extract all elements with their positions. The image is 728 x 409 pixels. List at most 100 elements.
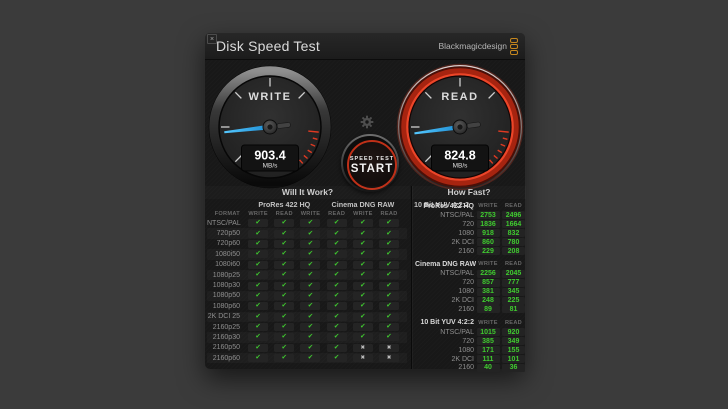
check-icon: ✔ (300, 239, 321, 248)
check-icon: ✔ (379, 271, 400, 280)
read-speed-value: 155 (502, 346, 525, 355)
read-gauge: READ 824.8 MB/s (396, 63, 524, 191)
check-icon: ✔ (352, 250, 373, 259)
check-icon: ✔ (300, 219, 321, 228)
format-row: 1080i50 ✔ ✔ ✔ ✔ ✔ ✔ (207, 249, 407, 259)
format-label: 1080p25 (212, 271, 240, 279)
mark-cell: ✔ (376, 239, 402, 248)
check-icon: ✔ (300, 302, 321, 311)
check-icon: ✔ (300, 333, 321, 342)
resolution-label: NTSC/PAL (440, 270, 474, 278)
check-icon: ✔ (379, 219, 400, 228)
resolution-label: 2K DCI (451, 297, 474, 305)
mark-cell: ✔ (297, 281, 323, 290)
format-label: 1080p60 (212, 302, 240, 310)
gauge-ticks (221, 78, 306, 163)
mark-cell: ✔ (324, 219, 350, 228)
mark-cell: ✔ (350, 219, 376, 228)
check-icon: ✔ (352, 260, 373, 269)
check-icon: ✔ (352, 302, 373, 311)
write-read-header: WRITE (300, 210, 321, 217)
mark-cell: ✔ (271, 302, 297, 311)
write-read-header: WRITE (478, 203, 498, 209)
mark-cell: ✔ (297, 271, 323, 280)
check-icon: ✔ (274, 354, 295, 363)
check-icon: ✔ (300, 323, 321, 332)
close-button[interactable]: × (207, 34, 217, 44)
gauge-redline-ticks (489, 130, 509, 164)
write-speed-value: 2753 (476, 211, 500, 220)
start-button[interactable]: SPEED TEST START (347, 140, 397, 190)
mark-cell: ✔ (271, 333, 297, 342)
check-icon: ✔ (326, 260, 347, 269)
mark-cell: ✔ (271, 250, 297, 259)
gauge-redline-ticks (299, 130, 319, 164)
check-icon: ✔ (248, 250, 269, 259)
format-label: 2160p25 (212, 323, 240, 331)
format-row: 1080p30 ✔ ✔ ✔ ✔ ✔ ✔ (207, 280, 407, 290)
speed-row: 1080 381 345 (415, 287, 525, 296)
mark-cell: ✔ (376, 291, 402, 300)
resolution-label: NTSC/PAL (440, 328, 474, 336)
mark-cell: ✔ (350, 333, 376, 342)
format-row: 1080p60 ✔ ✔ ✔ ✔ ✔ ✔ (207, 301, 407, 311)
write-unit: MB/s (263, 163, 279, 170)
mark-cell: ✔ (350, 302, 376, 311)
write-speed-value: 248 (476, 296, 500, 305)
settings-gear-icon[interactable] (360, 115, 374, 129)
check-icon: ✔ (352, 229, 373, 238)
mark-cell: ✔ (297, 291, 323, 300)
read-speed-value: 2496 (502, 211, 525, 220)
codec-name: Cinema DNG RAW (415, 260, 477, 268)
mark-cell: ✔ (271, 229, 297, 238)
format-label: 1080i50 (215, 250, 240, 258)
read-gauge-label: READ (441, 91, 478, 103)
check-icon: ✔ (248, 260, 269, 269)
check-icon: ✔ (274, 229, 295, 238)
write-speed-value: 857 (476, 278, 500, 287)
mark-cell: ✔ (271, 219, 297, 228)
read-speed-value: 777 (502, 278, 525, 287)
read-speed-value: 2045 (502, 269, 525, 278)
mark-cell: ✔ (297, 229, 323, 238)
check-icon: ✔ (379, 250, 400, 259)
speed-row: 2K DCI 111 101 (415, 355, 525, 364)
read-speed-value: 225 (502, 296, 525, 305)
write-read-header: READ (328, 210, 346, 217)
mark-cell: ✔ (324, 354, 350, 363)
mark-cell: ✔ (376, 312, 402, 321)
mark-cell: ✔ (324, 271, 350, 280)
write-speed-value: 918 (476, 229, 500, 238)
resolution-label: 2K DCI (451, 355, 474, 363)
format-row: 2160p30 ✔ ✔ ✔ ✔ ✔ ✔ (207, 332, 407, 342)
write-speed-value: 111 (476, 355, 500, 364)
format-label: 720p50 (216, 230, 240, 238)
mark-cell: ✔ (350, 271, 376, 280)
write-speed-value: 1836 (476, 220, 500, 229)
codec-group-headers: ProRes 422 HQ Cinema DNG RAW 10 Bit YUV 4:… (207, 199, 481, 209)
check-icon: ✔ (274, 302, 295, 311)
check-icon: ✔ (274, 219, 295, 228)
x-icon: ✖ (352, 354, 373, 363)
x-icon: ✖ (379, 343, 400, 352)
start-button-label: START (350, 162, 394, 175)
mark-cell: ✔ (376, 333, 402, 342)
check-icon: ✔ (248, 312, 269, 321)
check-icon: ✔ (274, 260, 295, 269)
check-icon: ✔ (379, 229, 400, 238)
speed-row: NTSC/PAL 2753 2496 (415, 211, 525, 220)
mark-cell: ✔ (324, 250, 350, 259)
format-row: 1080i60 ✔ ✔ ✔ ✔ ✔ ✔ (207, 260, 407, 270)
results-area: Will It Work? ProRes 422 HQ Cinema DNG RA… (205, 186, 525, 372)
resolution-label: 2160 (458, 247, 474, 255)
mark-cell: ✔ (245, 281, 271, 290)
mark-cell: ✔ (245, 302, 271, 311)
mark-cell: ✔ (324, 229, 350, 238)
check-icon: ✔ (326, 271, 347, 280)
mark-cell: ✔ (324, 281, 350, 290)
gauge-zone: WRITE 903.4 MB/s (205, 59, 525, 192)
speed-section: 10 Bit YUV 4:2:2 WRITE READ NTSC/PAL 1015 920… (415, 318, 525, 372)
check-icon: ✔ (379, 323, 400, 332)
mark-cell: ✔ (245, 333, 271, 342)
blackmagic-logo-icon (510, 37, 518, 55)
